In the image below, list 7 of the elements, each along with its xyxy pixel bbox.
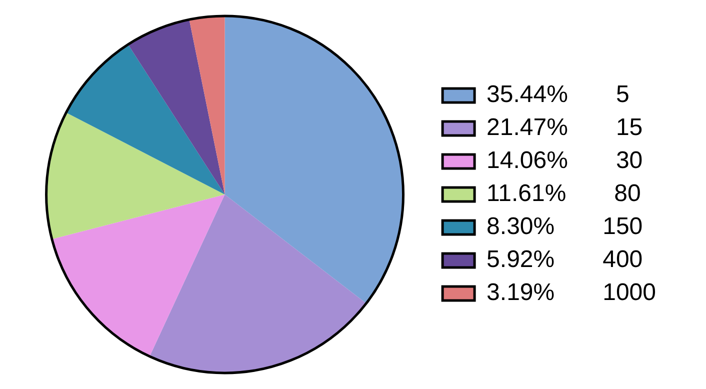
legend-label: 8.30% 150 xyxy=(486,213,643,240)
legend-label: 11.61% 80 xyxy=(486,180,641,208)
legend-label: 35.44% 5 xyxy=(486,81,630,108)
legend-label: 21.47% 15 xyxy=(486,114,643,142)
legend-label: 3.19% 1000 xyxy=(486,279,656,306)
legend-label: 14.06% 30 xyxy=(486,147,643,174)
legend-label: 5.92% 400 xyxy=(486,246,643,274)
